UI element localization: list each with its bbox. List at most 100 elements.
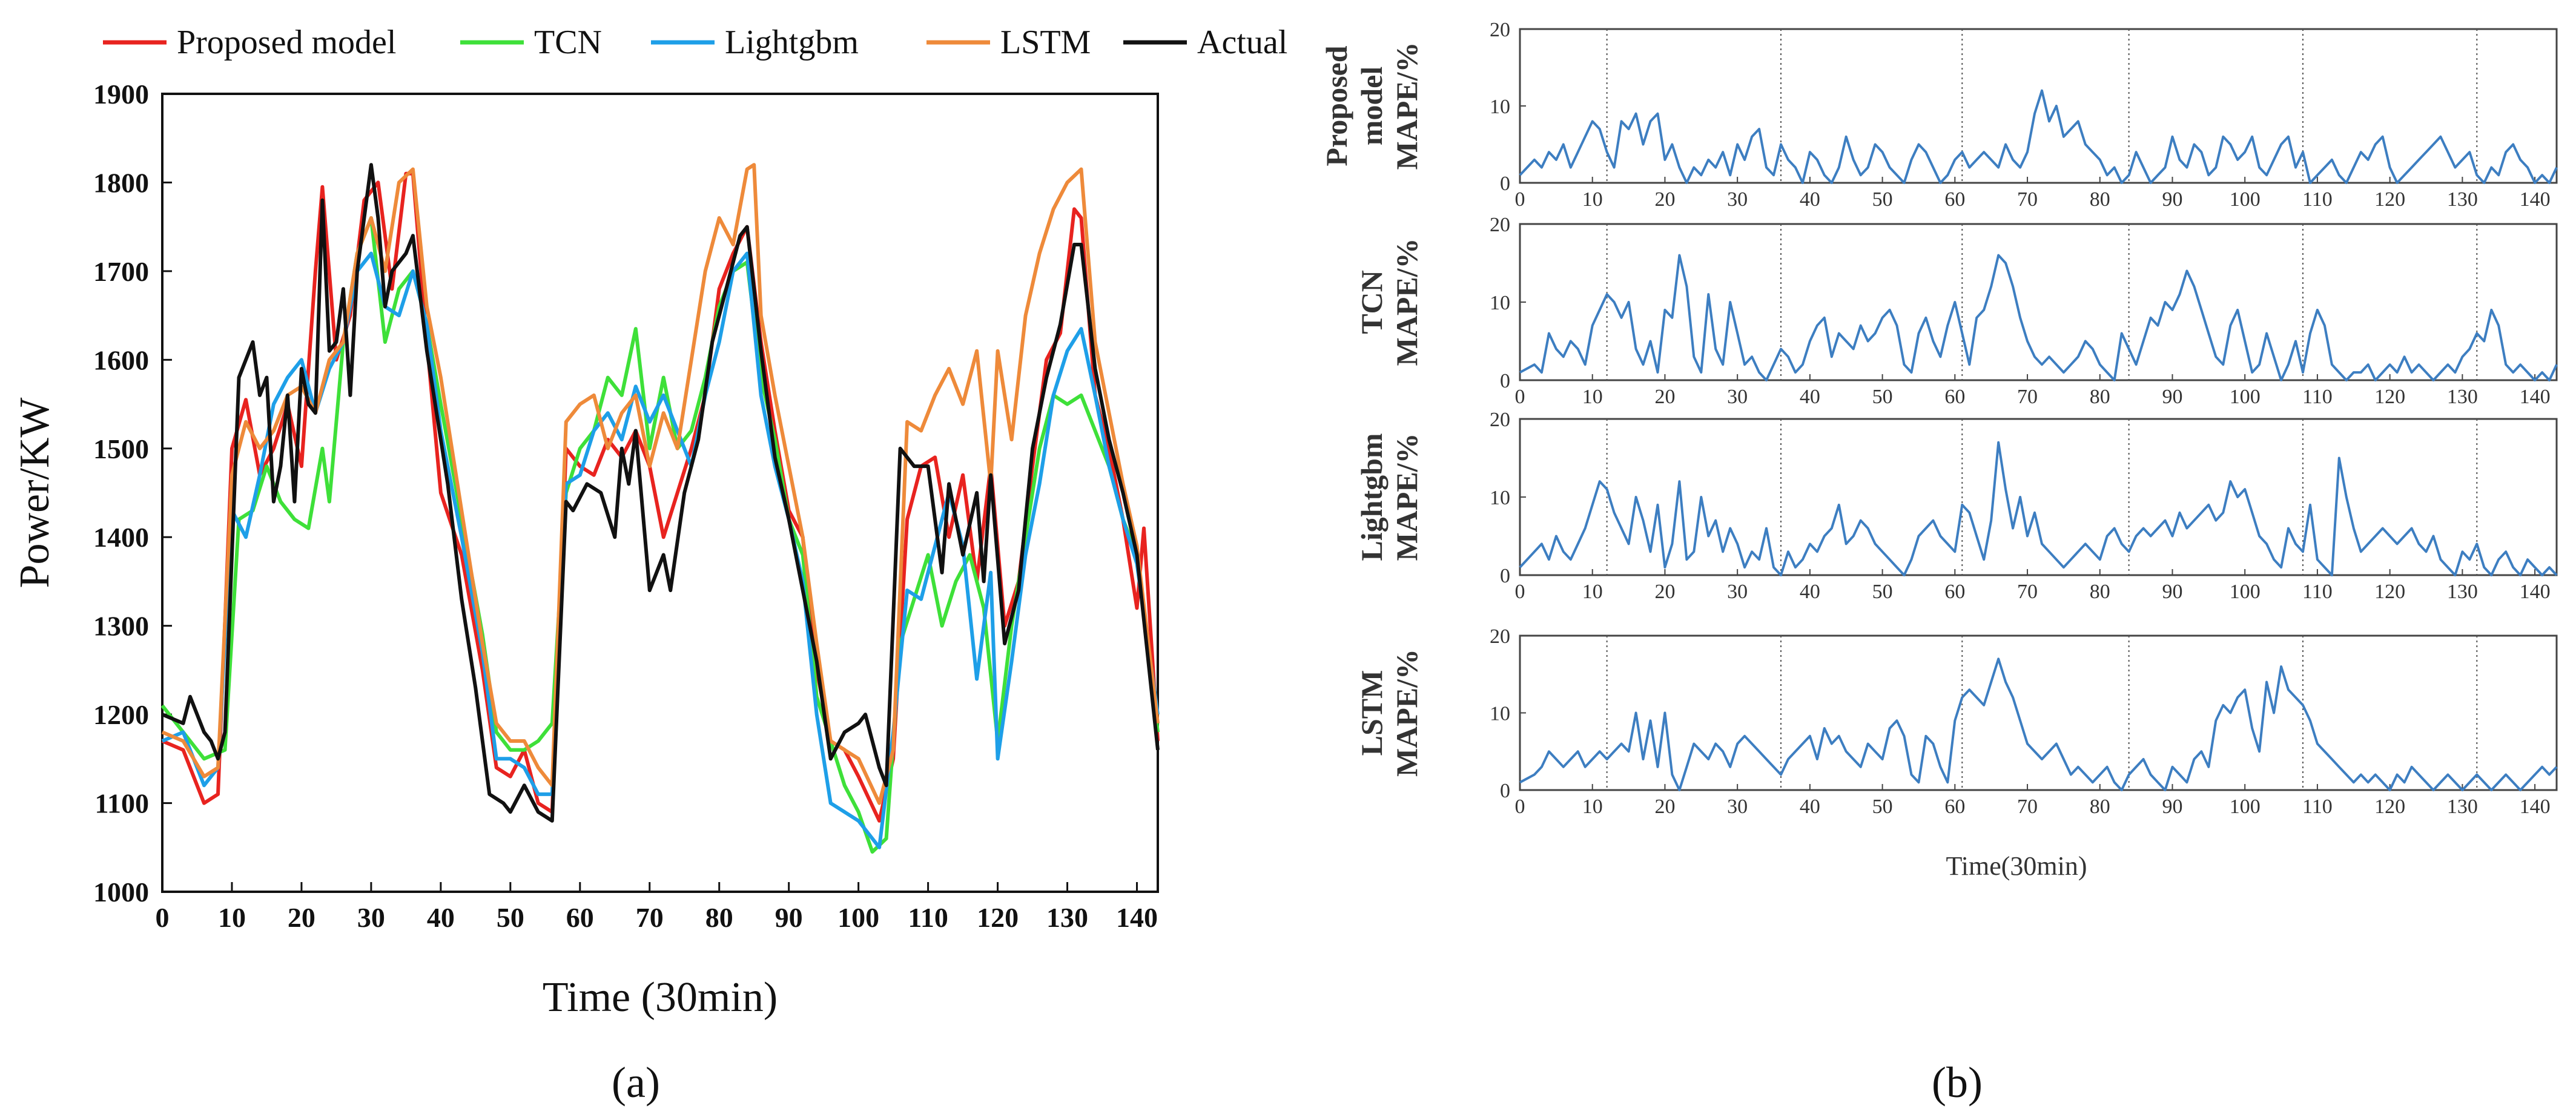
x-tick-label: 40 bbox=[427, 902, 455, 933]
x-tick-label: 50 bbox=[1872, 188, 1893, 211]
x-axis-label: Time (30min) bbox=[543, 974, 778, 1021]
x-tick-label: 10 bbox=[1582, 386, 1603, 408]
x-tick-label: 20 bbox=[1654, 796, 1675, 818]
panel-frame bbox=[1519, 634, 2558, 791]
panel-ylabel-line: TCN bbox=[1355, 270, 1389, 334]
x-tick-label: 60 bbox=[1944, 188, 1965, 211]
x-tick-label: 30 bbox=[1727, 796, 1748, 818]
x-tick-label: 120 bbox=[977, 902, 1019, 933]
y-tick-label: 1000 bbox=[93, 877, 149, 908]
y-tick-label: 10 bbox=[1490, 487, 1510, 509]
x-tick-label: 60 bbox=[1944, 386, 1965, 408]
panel-ylabel-line: LSTM bbox=[1355, 670, 1389, 756]
x-tick-label: 100 bbox=[2230, 796, 2261, 818]
y-tick-label: 1600 bbox=[93, 344, 149, 375]
x-tick-label: 10 bbox=[218, 902, 246, 933]
x-tick-label: 70 bbox=[2017, 796, 2038, 818]
x-tick-label: 140 bbox=[2520, 796, 2551, 818]
y-tick-label: 1700 bbox=[93, 256, 149, 287]
x-tick-label: 140 bbox=[2520, 581, 2551, 603]
x-tick-label: 50 bbox=[1872, 796, 1893, 818]
x-tick-label: 80 bbox=[2090, 386, 2110, 408]
y-tick-label: 0 bbox=[1500, 565, 1510, 587]
x-tick-label: 110 bbox=[2302, 188, 2333, 211]
x-tick-label: 80 bbox=[2090, 188, 2110, 211]
panel-frame bbox=[1519, 418, 2558, 576]
x-tick-label: 80 bbox=[2090, 796, 2110, 818]
x-tick-label: 20 bbox=[288, 902, 315, 933]
series-group bbox=[160, 163, 1160, 854]
x-tick-label: 90 bbox=[2162, 386, 2182, 408]
x-tick-label: 30 bbox=[1727, 188, 1748, 211]
y-tick-label: 20 bbox=[1490, 214, 1510, 236]
y-tick-label: 1500 bbox=[93, 433, 149, 464]
y-axis-label: Power/KW bbox=[12, 398, 58, 588]
panel-frame bbox=[1519, 223, 2558, 381]
x-tick-label: 90 bbox=[775, 902, 803, 933]
figure-caption-a: (a) bbox=[612, 1058, 660, 1107]
series-line-actual bbox=[161, 163, 1160, 823]
x-tick-label: 140 bbox=[2520, 188, 2551, 211]
legend-label-lightgbm: Lightgbm bbox=[725, 24, 859, 61]
y-tick-label: 1300 bbox=[93, 611, 149, 642]
series-line-lightgbm bbox=[161, 251, 1160, 849]
x-tick-label: 80 bbox=[2090, 581, 2110, 603]
x-tick-label: 110 bbox=[2302, 796, 2333, 818]
y-tick-label: 20 bbox=[1490, 409, 1510, 431]
x-tick-label: 60 bbox=[1944, 581, 1965, 603]
x-tick-label: 130 bbox=[2447, 188, 2478, 211]
x-tick-label: 50 bbox=[1872, 386, 1893, 408]
chart-b: 0 10 20 30 40 50 60 70 80 90 100 110 120 130 14001020P… bbox=[1319, 19, 2558, 1107]
panel-ylabel-line: Lightgbm bbox=[1355, 433, 1389, 561]
x-tick-label: 50 bbox=[497, 902, 524, 933]
x-tick-label: 140 bbox=[2520, 386, 2551, 408]
x-tick-label: 70 bbox=[2017, 386, 2038, 408]
x-tick-label: 130 bbox=[2447, 796, 2478, 818]
x-tick-label: 20 bbox=[1654, 386, 1675, 408]
x-tick-label: 130 bbox=[1046, 902, 1088, 933]
x-tick-label: 130 bbox=[2447, 386, 2478, 408]
x-tick-label: 140 bbox=[1116, 902, 1158, 933]
y-tick-label: 0 bbox=[1500, 780, 1510, 802]
x-tick-label: 70 bbox=[2017, 188, 2038, 211]
x-tick-label: 10 bbox=[1582, 188, 1603, 211]
x-tick-label: 20 bbox=[1654, 188, 1675, 211]
y-tick-label: 20 bbox=[1490, 19, 1510, 41]
x-tick-label: 110 bbox=[2302, 581, 2333, 603]
mape-line bbox=[1519, 657, 2558, 791]
x-tick-label: 30 bbox=[1727, 386, 1748, 408]
mape-panel-2: 0 10 20 30 40 50 60 70 80 90 100 110 120 130 140 0 10 20 T… bbox=[1355, 214, 2558, 408]
mape-line bbox=[1519, 89, 2558, 184]
mape-panel-1: 0 10 20 30 40 50 60 70 80 90 100 110 120 130 140 0 10 20 P… bbox=[1319, 19, 2558, 211]
y-tick-label: 20 bbox=[1490, 625, 1510, 648]
x-tick-label: 70 bbox=[2017, 581, 2038, 603]
mape-line bbox=[1519, 254, 2558, 381]
x-tick-label: 30 bbox=[357, 902, 385, 933]
x-tick-label: 40 bbox=[1800, 581, 1820, 603]
panel-ylabel-line: MAPE/% bbox=[1390, 433, 1424, 561]
x-tick-label: 10 bbox=[1582, 796, 1603, 818]
x-tick-label: 100 bbox=[2230, 386, 2261, 408]
x-tick-label: 60 bbox=[566, 902, 594, 933]
x-tick-label: 100 bbox=[2230, 188, 2261, 211]
x-tick-label: 60 bbox=[1944, 796, 1965, 818]
x-tick-label: 70 bbox=[636, 902, 664, 933]
legend-label-tcn: TCN bbox=[534, 24, 602, 61]
legend: Proposed model TCN Lightgbm LSTM Actual bbox=[103, 24, 1287, 61]
x-tick-label: 120 bbox=[2374, 386, 2405, 408]
y-tick-label: 10 bbox=[1490, 292, 1510, 314]
x-tick-label: 50 bbox=[1872, 581, 1893, 603]
plot-frame-a bbox=[161, 93, 1159, 893]
y-tick-label: 1800 bbox=[93, 167, 149, 198]
x-tick-label: 0 bbox=[1515, 188, 1525, 211]
x-tick-label: 40 bbox=[1800, 796, 1820, 818]
x-tick-label: 110 bbox=[908, 902, 948, 933]
series-line-proposed bbox=[161, 171, 1160, 823]
x-tick-label: 100 bbox=[837, 902, 879, 933]
x-tick-label: 120 bbox=[2374, 581, 2405, 603]
x-tick-label: 110 bbox=[2302, 386, 2333, 408]
panel-ylabel-line: Proposed bbox=[1319, 45, 1353, 166]
x-tick-label: 0 bbox=[1515, 386, 1525, 408]
panel-ylabel-line: MAPE/% bbox=[1390, 42, 1424, 170]
